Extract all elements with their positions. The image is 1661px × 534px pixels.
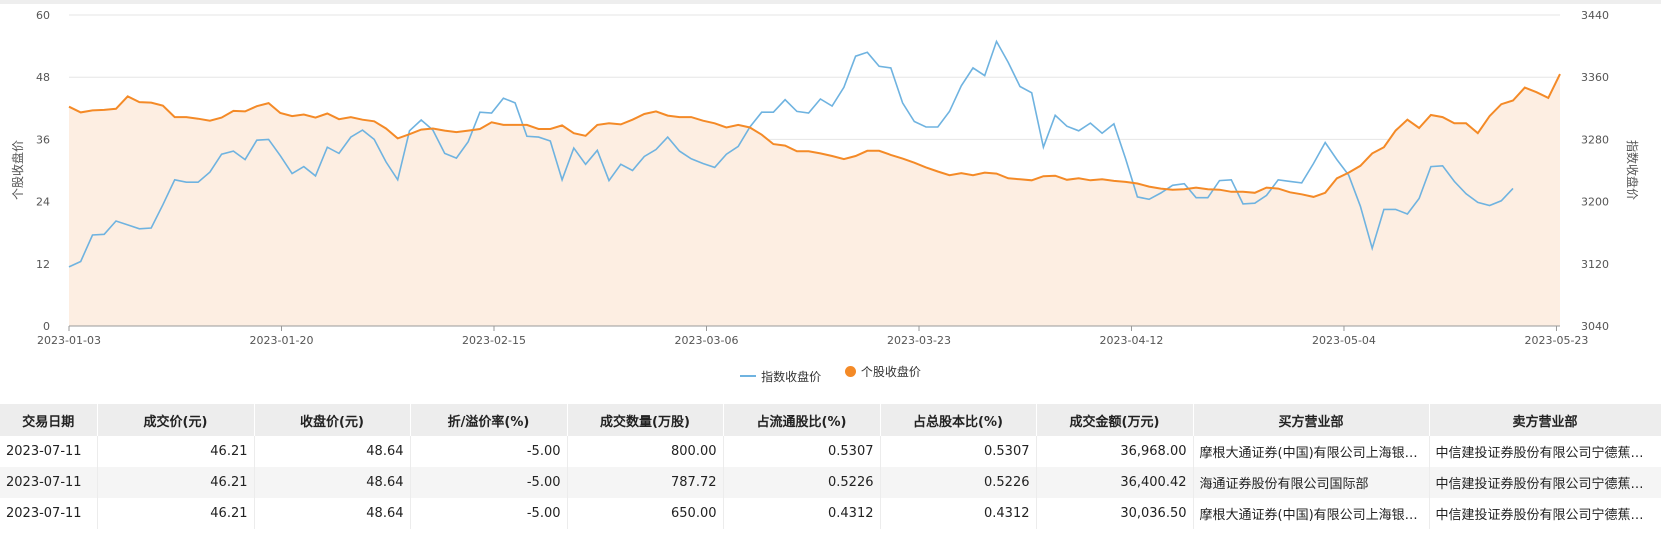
cell-premium-rate: -5.00 [410, 436, 568, 467]
header-deal-price[interactable]: 成交价(元) [97, 404, 255, 436]
cell-close-price: 48.64 [254, 498, 411, 529]
cell-volume: 800.00 [567, 436, 724, 467]
header-close-price[interactable]: 收盘价(元) [254, 404, 411, 436]
price-chart: 0 12 24 36 48 60 3040 3120 3200 3280 3360 3440 202… [10, 9, 1640, 347]
right-axis-title: 指数收盘价 [1625, 140, 1640, 200]
left-axis-title: 个股收盘价 [10, 140, 25, 200]
cell-deal-price: 46.21 [97, 436, 255, 467]
header-float-ratio[interactable]: 占流通股比(%) [723, 404, 881, 436]
table-header-row: 交易日期 成交价(元) 收盘价(元) 折/溢价率(%) 成交数量(万股) 占流通… [0, 404, 1661, 436]
legend-item-stock[interactable]: 个股收盘价 [844, 363, 921, 380]
left-tick-label: 60 [36, 9, 50, 22]
right-tick-label: 3040 [1581, 320, 1609, 333]
header-volume[interactable]: 成交数量(万股) [567, 404, 724, 436]
left-tick-label: 24 [36, 196, 50, 209]
left-tick-label: 0 [43, 320, 50, 333]
header-buyer[interactable]: 买方营业部 [1193, 404, 1430, 436]
cell-premium-rate: -5.00 [410, 467, 568, 498]
cell-premium-rate: -5.00 [410, 498, 568, 529]
cell-trade-date: 2023-07-11 [0, 498, 98, 529]
cell-volume: 787.72 [567, 467, 724, 498]
table-row: 2023-07-11 46.21 48.64 -5.00 650.00 0.43… [0, 498, 1661, 529]
cell-deal-price: 46.21 [97, 498, 255, 529]
header-total-ratio[interactable]: 占总股本比(%) [880, 404, 1037, 436]
left-tick-label: 48 [36, 71, 50, 84]
stock-price-area [69, 74, 1560, 326]
cell-amount: 36,968.00 [1036, 436, 1194, 467]
legend-item-index[interactable]: 指数收盘价 [740, 368, 821, 385]
header-amount[interactable]: 成交金额(万元) [1036, 404, 1194, 436]
right-tick-label: 3440 [1581, 9, 1609, 22]
cell-total-ratio: 0.5226 [880, 467, 1037, 498]
left-tick-label: 12 [36, 258, 50, 271]
chart-legend: 指数收盘价 个股收盘价 [0, 363, 1661, 385]
x-tick-label: 2023-05-04 [1312, 334, 1376, 347]
table-row: 2023-07-11 46.21 48.64 -5.00 800.00 0.53… [0, 436, 1661, 467]
cell-amount: 30,036.50 [1036, 498, 1194, 529]
table-row: 2023-07-11 46.21 48.64 -5.00 787.72 0.52… [0, 467, 1661, 498]
cell-amount: 36,400.42 [1036, 467, 1194, 498]
x-tick-label: 2023-03-06 [675, 334, 739, 347]
cell-float-ratio: 0.5226 [723, 467, 881, 498]
right-tick-label: 3120 [1581, 258, 1609, 271]
cell-volume: 650.00 [567, 498, 724, 529]
right-tick-label: 3280 [1581, 133, 1609, 146]
x-tick-label: 2023-01-03 [37, 334, 101, 347]
cell-seller[interactable]: 中信建投证券股份有限公司宁德蕉城南路证券营业部 [1429, 436, 1661, 467]
header-premium-rate[interactable]: 折/溢价率(%) [410, 404, 568, 436]
cell-total-ratio: 0.5307 [880, 436, 1037, 467]
cell-float-ratio: 0.5307 [723, 436, 881, 467]
top-strip [0, 0, 1661, 4]
right-tick-label: 3200 [1581, 196, 1609, 209]
block-trade-table: 交易日期 成交价(元) 收盘价(元) 折/溢价率(%) 成交数量(万股) 占流通… [0, 404, 1661, 529]
legend-index-label: 指数收盘价 [761, 369, 822, 384]
cell-float-ratio: 0.4312 [723, 498, 881, 529]
x-tick-label: 2023-03-23 [887, 334, 951, 347]
index-legend-icon [740, 375, 757, 377]
x-tick-label: 2023-02-15 [462, 334, 526, 347]
stock-legend-icon [844, 366, 856, 377]
cell-close-price: 48.64 [254, 467, 411, 498]
stock-close-line [68, 73, 1561, 198]
right-tick-label: 3360 [1581, 71, 1609, 84]
x-tick-label: 2023-01-20 [250, 334, 314, 347]
left-y-axis: 0 12 24 36 48 60 [36, 9, 50, 333]
legend-stock-label: 个股收盘价 [860, 365, 921, 379]
header-trade-date[interactable]: 交易日期 [0, 404, 98, 436]
cell-deal-price: 46.21 [97, 467, 255, 498]
left-tick-label: 36 [36, 133, 50, 146]
x-axis: 2023-01-03 2023-01-20 2023-02-15 2023-03-06… [37, 326, 1589, 347]
x-tick-label: 2023-04-12 [1100, 334, 1164, 347]
cell-trade-date: 2023-07-11 [0, 436, 98, 467]
x-tick-label: 2023-05-23 [1525, 334, 1589, 347]
cell-seller[interactable]: 中信建投证券股份有限公司宁德蕉城南路证券营业部 [1429, 498, 1661, 529]
cell-buyer[interactable]: 海通证券股份有限公司国际部 [1193, 467, 1430, 498]
cell-buyer[interactable]: 摩根大通证券(中国)有限公司上海银城中路证券营业部 [1193, 436, 1430, 467]
cell-close-price: 48.64 [254, 436, 411, 467]
header-seller[interactable]: 卖方营业部 [1429, 404, 1661, 436]
cell-seller[interactable]: 中信建投证券股份有限公司宁德蕉城南路证券营业部 [1429, 467, 1661, 498]
right-y-axis: 3040 3120 3200 3280 3360 3440 [1581, 9, 1609, 333]
cell-trade-date: 2023-07-11 [0, 467, 98, 498]
cell-total-ratio: 0.4312 [880, 498, 1037, 529]
cell-buyer[interactable]: 摩根大通证券(中国)有限公司上海银城中路证券营业部 [1193, 498, 1430, 529]
